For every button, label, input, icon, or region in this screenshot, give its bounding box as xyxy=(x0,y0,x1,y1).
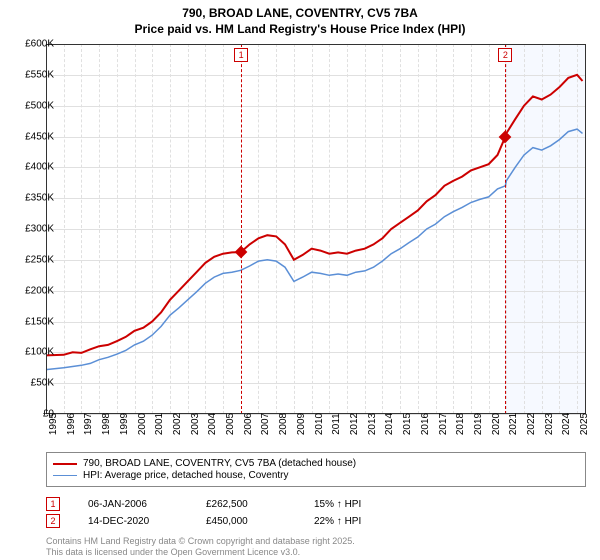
event-row: 1 06-JAN-2006 £262,500 15% ↑ HPI xyxy=(46,497,586,511)
chart-plot-area: 12 xyxy=(46,44,586,414)
y-tick-label: £50K xyxy=(31,378,54,389)
event-row: 2 14-DEC-2020 £450,000 22% ↑ HPI xyxy=(46,514,586,528)
y-tick-label: £300K xyxy=(25,224,54,235)
y-tick-label: £450K xyxy=(25,131,54,142)
event-marker-box: 2 xyxy=(46,514,60,528)
x-tick-label: 2019 xyxy=(471,413,484,435)
x-tick-label: 2000 xyxy=(135,413,148,435)
footer-line2: This data is licensed under the Open Gov… xyxy=(46,547,300,557)
chart-title: 790, BROAD LANE, COVENTRY, CV5 7BA Price… xyxy=(0,0,600,37)
legend: 790, BROAD LANE, COVENTRY, CV5 7BA (deta… xyxy=(46,452,586,487)
legend-label: HPI: Average price, detached house, Cove… xyxy=(83,470,289,481)
x-tick-label: 2017 xyxy=(436,413,449,435)
title-line2: Price paid vs. HM Land Registry's House … xyxy=(135,22,466,36)
x-tick-label: 2007 xyxy=(258,413,271,435)
event-price: £450,000 xyxy=(206,516,286,527)
x-tick-label: 2022 xyxy=(524,413,537,435)
event-marker-box: 1 xyxy=(46,497,60,511)
x-tick-label: 2020 xyxy=(489,413,502,435)
y-tick-label: £350K xyxy=(25,193,54,204)
legend-label: 790, BROAD LANE, COVENTRY, CV5 7BA (deta… xyxy=(83,458,356,469)
event-marker-line xyxy=(505,44,506,414)
y-tick-label: £250K xyxy=(25,254,54,265)
x-tick-label: 2012 xyxy=(347,413,360,435)
y-tick-label: £100K xyxy=(25,347,54,358)
x-tick-label: 1995 xyxy=(46,413,59,435)
x-tick-label: 2011 xyxy=(329,413,342,435)
legend-item: HPI: Average price, detached house, Cove… xyxy=(53,470,579,481)
event-hpi: 15% ↑ HPI xyxy=(314,499,404,510)
series-line xyxy=(46,75,583,356)
x-tick-label: 2014 xyxy=(382,413,395,435)
legend-swatch xyxy=(53,475,77,476)
event-marker-number: 2 xyxy=(498,48,512,62)
footer-attribution: Contains HM Land Registry data © Crown c… xyxy=(46,536,355,558)
y-tick-label: £400K xyxy=(25,162,54,173)
title-line1: 790, BROAD LANE, COVENTRY, CV5 7BA xyxy=(182,6,418,20)
x-tick-label: 2025 xyxy=(577,413,590,435)
x-tick-label: 2023 xyxy=(542,413,555,435)
x-tick-label: 1998 xyxy=(99,413,112,435)
y-tick-label: £550K xyxy=(25,69,54,80)
x-tick-label: 2005 xyxy=(223,413,236,435)
x-tick-label: 1999 xyxy=(117,413,130,435)
x-tick-label: 1996 xyxy=(64,413,77,435)
x-tick-label: 2015 xyxy=(400,413,413,435)
x-tick-label: 2003 xyxy=(188,413,201,435)
event-hpi: 22% ↑ HPI xyxy=(314,516,404,527)
events-table: 1 06-JAN-2006 £262,500 15% ↑ HPI 2 14-DE… xyxy=(46,494,586,531)
legend-item: 790, BROAD LANE, COVENTRY, CV5 7BA (deta… xyxy=(53,458,579,469)
x-tick-label: 2013 xyxy=(365,413,378,435)
x-tick-label: 2002 xyxy=(170,413,183,435)
legend-swatch xyxy=(53,463,77,465)
x-tick-label: 2004 xyxy=(205,413,218,435)
x-tick-label: 2024 xyxy=(559,413,572,435)
x-tick-label: 1997 xyxy=(81,413,94,435)
y-tick-label: £600K xyxy=(25,39,54,50)
event-date: 14-DEC-2020 xyxy=(88,516,178,527)
x-tick-label: 2016 xyxy=(418,413,431,435)
event-marker-number: 1 xyxy=(234,48,248,62)
x-tick-label: 2001 xyxy=(152,413,165,435)
x-tick-label: 2018 xyxy=(453,413,466,435)
footer-line1: Contains HM Land Registry data © Crown c… xyxy=(46,536,355,546)
event-price: £262,500 xyxy=(206,499,286,510)
y-tick-label: £500K xyxy=(25,100,54,111)
x-tick-label: 2006 xyxy=(241,413,254,435)
y-tick-label: £200K xyxy=(25,285,54,296)
x-tick-label: 2008 xyxy=(276,413,289,435)
event-marker-line xyxy=(241,44,242,414)
event-date: 06-JAN-2006 xyxy=(88,499,178,510)
x-tick-label: 2010 xyxy=(312,413,325,435)
x-tick-label: 2021 xyxy=(506,413,519,435)
y-tick-label: £150K xyxy=(25,316,54,327)
x-tick-label: 2009 xyxy=(294,413,307,435)
